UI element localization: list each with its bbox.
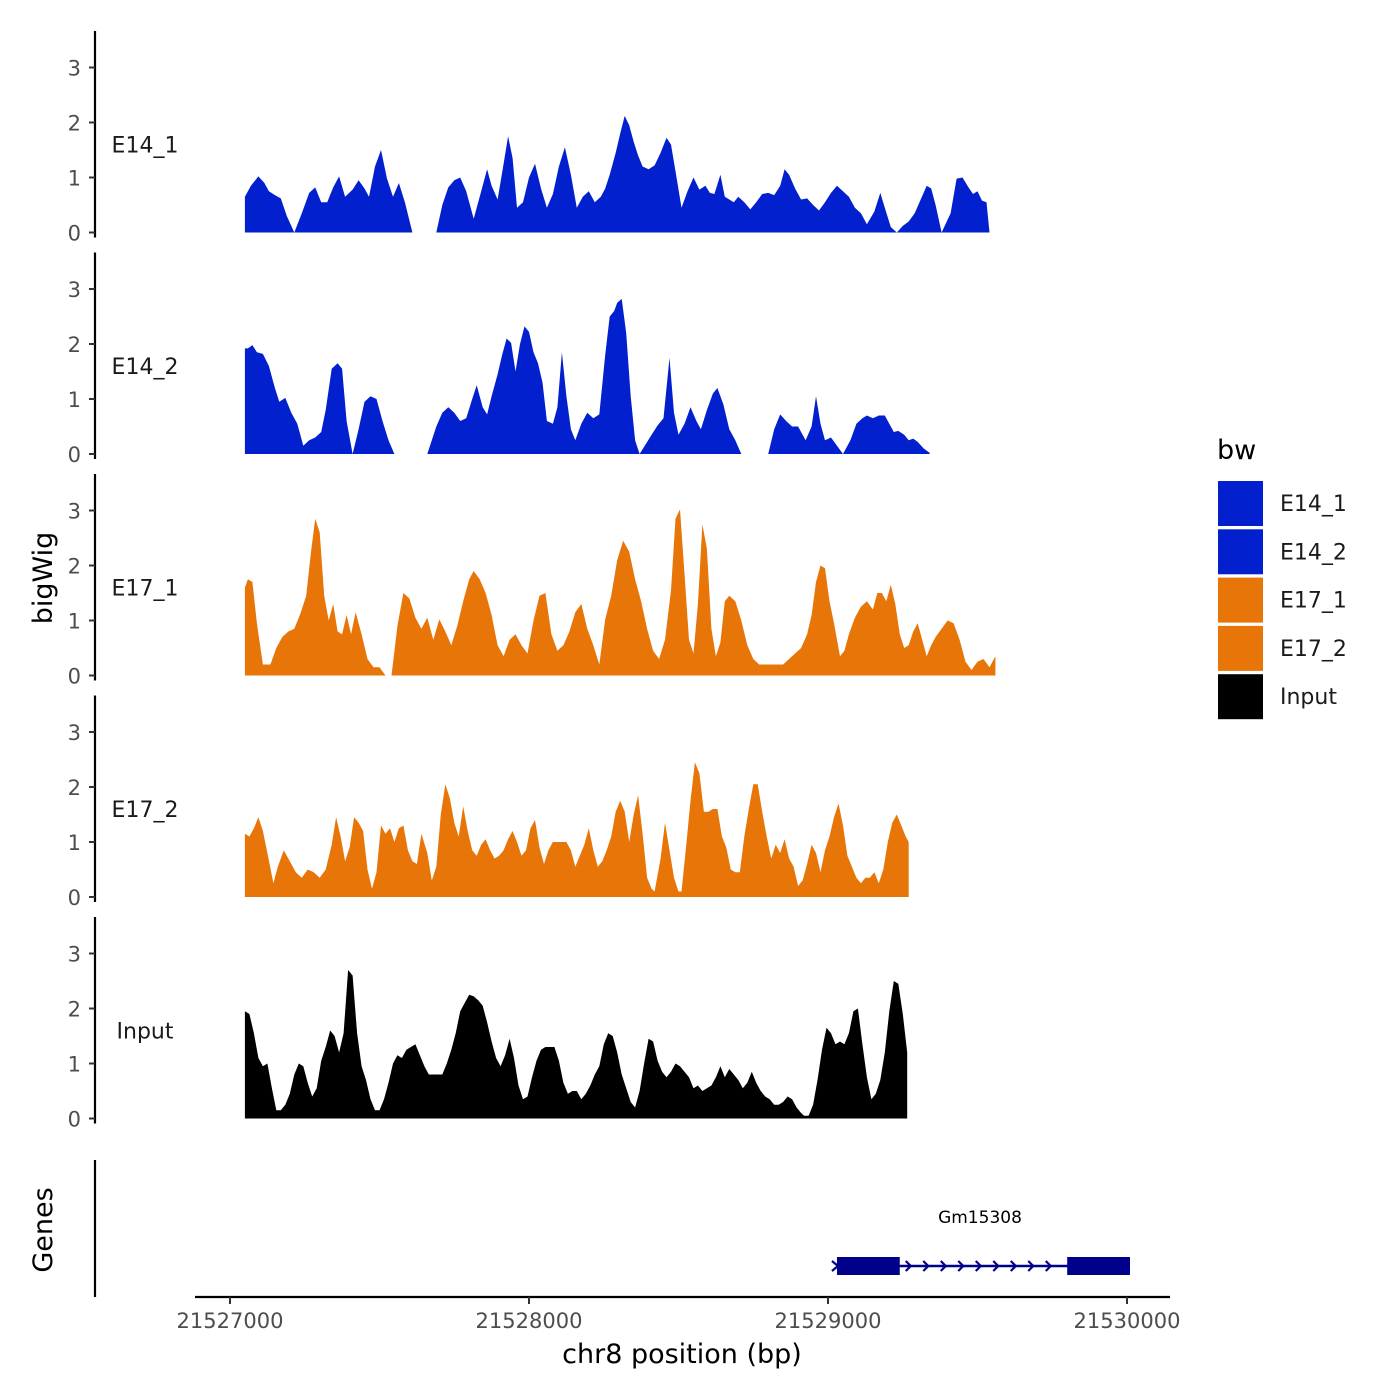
gene-exon <box>1067 1257 1130 1275</box>
strand-arrow <box>1027 1260 1035 1272</box>
strand-arrow <box>1009 1260 1018 1272</box>
y-tick-label: 0 <box>68 222 81 246</box>
legend-item-e17-2: E17_2 <box>1218 625 1347 671</box>
legend-item-e14-2: E14_2 <box>1218 529 1347 575</box>
track-label: E17_1 <box>112 577 179 602</box>
track-label: E14_2 <box>112 355 179 380</box>
y-tick-label: 2 <box>68 998 81 1022</box>
legend-label: Input <box>1280 685 1337 710</box>
y-tick-label: 0 <box>68 886 81 910</box>
y-tick-label: 1 <box>68 167 81 191</box>
legend-item-e17-1: E17_1 <box>1218 577 1347 623</box>
y-tick-label: 2 <box>68 555 81 579</box>
gene-model: Gm15308 <box>831 1208 1130 1275</box>
legend-label: E14_2 <box>1280 540 1347 565</box>
x-tick-label: 21527000 <box>177 1309 284 1333</box>
track-e17-2: 0 1 2 3 E17_2 <box>68 695 909 910</box>
legend: bw E14_1 E14_2 E17_1 E17_2 Input <box>1217 435 1347 720</box>
y-tick-label: 3 <box>68 57 81 81</box>
legend-swatch <box>1218 577 1263 623</box>
y-tick-label: 2 <box>68 112 81 136</box>
x-tick-label: 21530000 <box>1074 1309 1181 1333</box>
strand-arrow <box>992 1260 1000 1272</box>
gene-exon <box>836 1257 900 1275</box>
y-tick-label: 2 <box>68 333 81 357</box>
y-tick-label: 1 <box>68 1053 81 1077</box>
legend-title: bw <box>1217 435 1256 466</box>
track-e14-1: 0 1 2 3 E14_1 <box>68 31 990 246</box>
legend-item-input: Input <box>1218 674 1337 720</box>
track-label: Input <box>117 1020 174 1045</box>
y-tick-label: 3 <box>68 721 81 745</box>
y-tick-label: 2 <box>68 776 81 800</box>
track-input: 0 1 2 3 Input <box>68 917 908 1132</box>
x-axis: 21527000 21528000 21529000 21530000 <box>177 1295 1181 1333</box>
coverage-area-e14-1 <box>244 115 990 233</box>
gene-label: Gm15308 <box>938 1208 1022 1228</box>
y-tick-label: 1 <box>68 388 81 412</box>
genes-axis-title: Genes <box>28 1187 59 1272</box>
coverage-area-e14-2 <box>244 298 930 454</box>
legend-swatch <box>1218 529 1263 575</box>
track-e14-2: 0 1 2 3 E14_2 <box>68 252 930 467</box>
strand-arrow <box>939 1260 948 1272</box>
track-e17-1: 0 1 2 3 E17_1 <box>68 474 996 689</box>
strand-arrow <box>974 1260 983 1272</box>
legend-label: E14_1 <box>1280 492 1347 517</box>
legend-item-e14-1: E14_1 <box>1218 481 1347 526</box>
track-label: E17_2 <box>112 798 179 823</box>
legend-label: E17_2 <box>1280 637 1347 662</box>
coverage-area-e17-2 <box>244 762 909 897</box>
y-tick-label: 0 <box>68 443 81 467</box>
y-axis-title: bigWig <box>28 532 59 625</box>
strand-arrow <box>957 1260 965 1272</box>
y-tick-label: 0 <box>68 1108 81 1132</box>
y-tick-label: 3 <box>68 943 81 967</box>
coverage-tracks: 0 1 2 3 E14_1 0 1 2 3 E14_2 0 1 2 3 E17_1 0 1 2 3 E17_2 0 1 2 3… <box>68 31 996 1132</box>
track-label: E14_1 <box>112 134 179 159</box>
coverage-area-e17-1 <box>244 509 996 676</box>
legend-label: E17_1 <box>1280 589 1347 614</box>
y-tick-label: 0 <box>68 665 81 689</box>
legend-swatch <box>1218 674 1263 720</box>
legend-swatch <box>1218 625 1263 671</box>
strand-arrow <box>1044 1260 1053 1272</box>
strand-arrow <box>922 1260 930 1272</box>
coverage-area-input <box>244 970 908 1119</box>
y-tick-label: 1 <box>68 831 81 855</box>
genes-panel: Gm15308 <box>93 1160 1130 1297</box>
y-tick-label: 1 <box>68 610 81 634</box>
x-tick-label: 21528000 <box>476 1309 583 1333</box>
strand-arrow <box>904 1260 913 1272</box>
x-axis-title: chr8 position (bp) <box>562 1339 802 1370</box>
x-tick-label: 21529000 <box>775 1309 882 1333</box>
y-tick-label: 3 <box>68 500 81 524</box>
y-tick-label: 3 <box>68 278 81 302</box>
legend-swatch <box>1218 481 1263 526</box>
